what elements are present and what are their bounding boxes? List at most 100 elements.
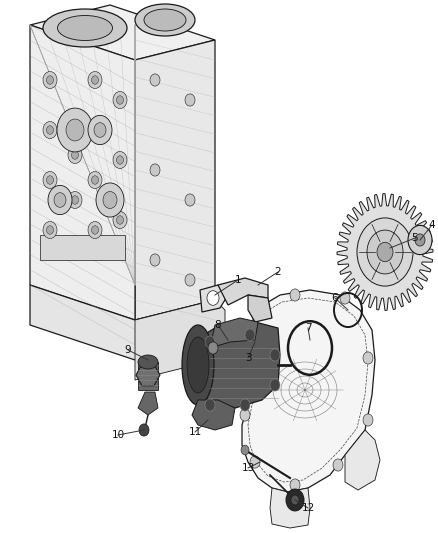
Circle shape: [139, 424, 149, 436]
Circle shape: [43, 172, 57, 189]
Circle shape: [415, 234, 425, 246]
Circle shape: [92, 76, 99, 84]
Polygon shape: [248, 295, 272, 322]
Text: 6: 6: [332, 293, 338, 303]
Circle shape: [370, 233, 410, 282]
Polygon shape: [337, 193, 433, 310]
Circle shape: [270, 379, 280, 391]
Circle shape: [117, 96, 124, 104]
Circle shape: [103, 191, 117, 208]
Circle shape: [367, 230, 403, 274]
Circle shape: [68, 147, 82, 164]
Circle shape: [185, 94, 195, 106]
Circle shape: [245, 364, 255, 376]
Circle shape: [241, 445, 249, 455]
Circle shape: [94, 123, 106, 138]
Circle shape: [117, 156, 124, 164]
Circle shape: [291, 495, 299, 505]
Circle shape: [71, 196, 78, 204]
Circle shape: [382, 248, 398, 268]
Circle shape: [357, 218, 413, 286]
Circle shape: [46, 226, 53, 235]
Circle shape: [46, 76, 53, 84]
Circle shape: [290, 479, 300, 491]
Circle shape: [117, 216, 124, 224]
Circle shape: [88, 172, 102, 189]
Circle shape: [245, 329, 255, 341]
Circle shape: [286, 489, 304, 511]
Text: 13: 13: [241, 463, 254, 473]
Polygon shape: [30, 285, 215, 360]
Circle shape: [333, 459, 343, 471]
Ellipse shape: [144, 9, 186, 31]
Circle shape: [205, 336, 215, 348]
Polygon shape: [30, 25, 135, 320]
Ellipse shape: [135, 4, 195, 36]
Circle shape: [71, 151, 78, 159]
Text: 11: 11: [188, 427, 201, 437]
Circle shape: [113, 151, 127, 168]
Polygon shape: [138, 362, 158, 390]
Text: 2: 2: [275, 267, 281, 277]
Circle shape: [92, 126, 99, 134]
Circle shape: [150, 74, 160, 86]
Circle shape: [92, 176, 99, 184]
Text: 4: 4: [429, 220, 435, 230]
Polygon shape: [218, 278, 268, 305]
Text: 10: 10: [111, 430, 124, 440]
Circle shape: [113, 212, 127, 229]
Polygon shape: [242, 290, 375, 492]
Circle shape: [377, 243, 393, 262]
Circle shape: [290, 289, 300, 301]
Circle shape: [88, 71, 102, 88]
Circle shape: [205, 399, 215, 411]
Polygon shape: [200, 285, 228, 312]
Text: 9: 9: [125, 345, 131, 355]
Polygon shape: [270, 488, 310, 528]
Text: 12: 12: [301, 503, 314, 513]
Circle shape: [57, 108, 93, 152]
Circle shape: [208, 342, 218, 354]
Circle shape: [68, 191, 82, 208]
Circle shape: [96, 183, 124, 217]
Circle shape: [408, 225, 432, 255]
Circle shape: [185, 274, 195, 286]
Circle shape: [66, 119, 84, 141]
Circle shape: [251, 335, 259, 345]
Polygon shape: [345, 430, 380, 490]
Circle shape: [270, 349, 280, 361]
Polygon shape: [135, 300, 225, 380]
Circle shape: [43, 222, 57, 239]
Polygon shape: [30, 5, 215, 60]
Polygon shape: [210, 318, 258, 348]
Circle shape: [363, 352, 373, 364]
Text: 3: 3: [245, 353, 251, 363]
Polygon shape: [192, 400, 235, 430]
Circle shape: [43, 71, 57, 88]
Circle shape: [185, 194, 195, 206]
Circle shape: [240, 409, 250, 421]
Circle shape: [54, 193, 66, 207]
Circle shape: [46, 126, 53, 134]
Circle shape: [363, 414, 373, 426]
Circle shape: [253, 342, 263, 354]
Ellipse shape: [43, 9, 127, 47]
Circle shape: [88, 122, 102, 139]
Text: 1: 1: [235, 275, 241, 285]
Circle shape: [88, 222, 102, 239]
Polygon shape: [190, 322, 280, 408]
Ellipse shape: [187, 337, 209, 393]
Circle shape: [43, 122, 57, 139]
Ellipse shape: [182, 325, 214, 405]
Circle shape: [240, 399, 250, 411]
Polygon shape: [135, 40, 215, 320]
Text: 8: 8: [215, 320, 221, 330]
Circle shape: [207, 290, 219, 305]
Circle shape: [150, 254, 160, 266]
Circle shape: [247, 330, 263, 350]
Text: 7: 7: [305, 323, 311, 333]
Circle shape: [150, 164, 160, 176]
Polygon shape: [136, 364, 160, 386]
Circle shape: [48, 185, 72, 215]
Ellipse shape: [138, 355, 158, 369]
